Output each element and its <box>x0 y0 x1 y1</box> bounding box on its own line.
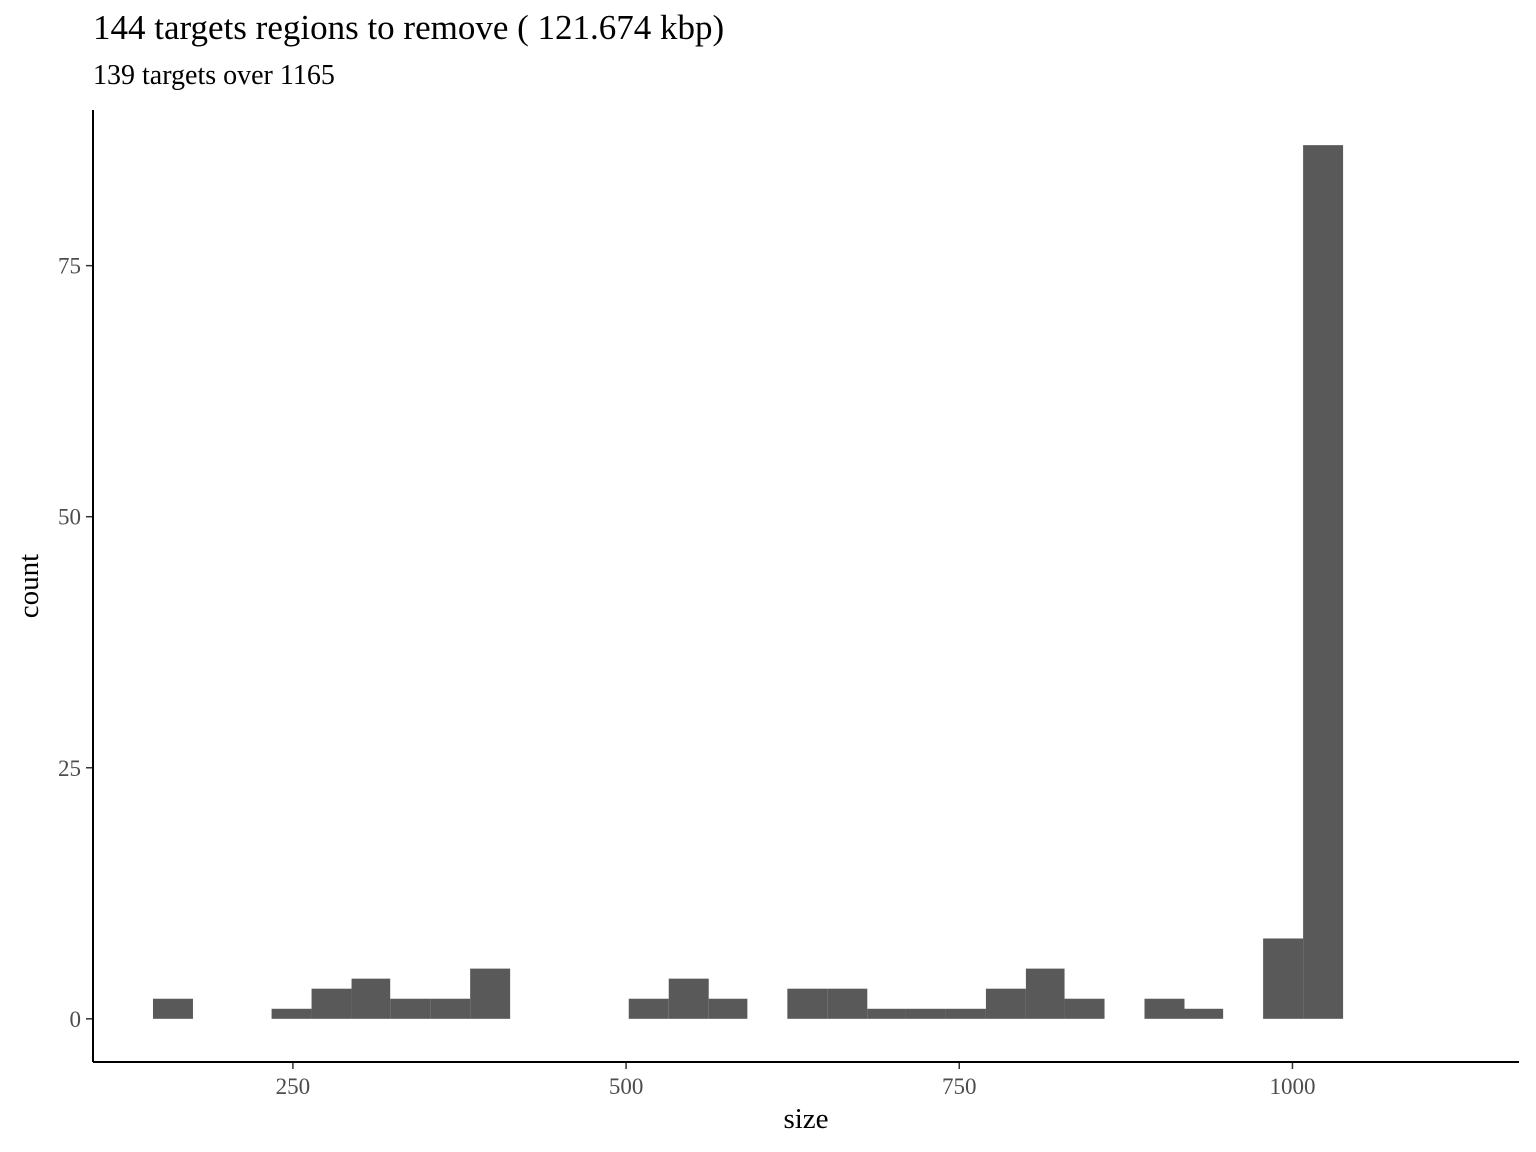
y-tick-label-50: 50 <box>58 505 81 530</box>
y-axis-ticks: 0 25 50 75 <box>58 254 93 1032</box>
histogram-bar-2 <box>311 988 352 1019</box>
histogram-bar-8 <box>668 978 709 1019</box>
histogram-bar-21 <box>1303 145 1344 1019</box>
histogram-bar-4 <box>390 998 431 1019</box>
y-tick-label-25: 25 <box>58 756 81 781</box>
chart-title: 144 targets regions to remove ( 121.674 … <box>93 8 725 47</box>
histogram-bar-0 <box>152 998 193 1019</box>
histogram-bar-16 <box>1025 968 1065 1019</box>
histogram-bar-7 <box>628 998 669 1019</box>
y-tick-label-0: 0 <box>70 1007 82 1032</box>
x-axis-ticks: 250 500 750 1000 <box>276 1062 1315 1099</box>
histogram-bar-13 <box>905 1008 946 1019</box>
histogram-bar-5 <box>430 998 471 1019</box>
histogram-bar-19 <box>1184 1008 1224 1019</box>
histogram-bar-17 <box>1064 998 1105 1019</box>
x-tick-label-500: 500 <box>609 1074 644 1099</box>
histogram-bar-1 <box>271 1008 312 1019</box>
x-tick-label-250: 250 <box>276 1074 311 1099</box>
histogram-bar-14 <box>945 1008 986 1019</box>
histogram-bar-9 <box>708 998 748 1019</box>
y-tick-label-75: 75 <box>58 254 81 279</box>
histogram-bar-20 <box>1263 938 1304 1019</box>
chart-subtitle: 139 targets over 1165 <box>93 60 335 91</box>
histogram-bar-10 <box>787 988 828 1019</box>
histogram-bar-11 <box>827 988 868 1019</box>
histogram-bar-12 <box>867 1008 906 1019</box>
histogram-bar-18 <box>1144 998 1185 1019</box>
x-tick-label-1000: 1000 <box>1269 1074 1315 1099</box>
histogram-bar-15 <box>985 988 1026 1019</box>
bars-group <box>152 145 1344 1019</box>
y-axis-title: count <box>13 554 45 618</box>
histogram-bar-3 <box>351 978 391 1019</box>
x-tick-label-750: 750 <box>942 1074 977 1099</box>
histogram-bar-6 <box>470 968 511 1019</box>
x-axis-title: size <box>783 1103 828 1135</box>
